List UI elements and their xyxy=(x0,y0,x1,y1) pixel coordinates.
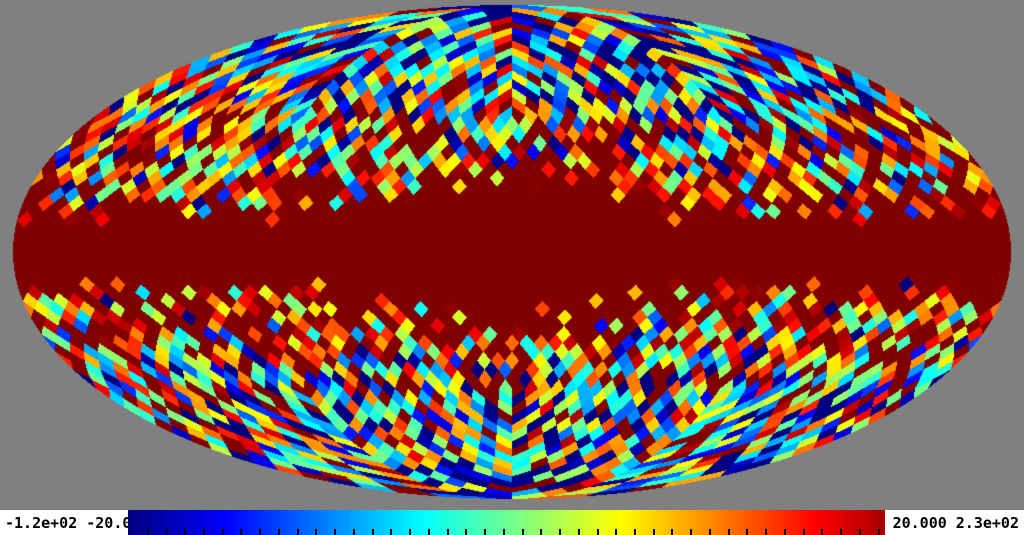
colorbar-max-label: 2.3e+02 xyxy=(955,513,1019,532)
colorbar-right-labels: 20.000 2.3e+02 xyxy=(884,510,1024,535)
mollweide-map-area xyxy=(0,0,1024,505)
colorbar-row: -1.2e+02 -20.000 20.000 2.3e+02 xyxy=(0,505,1024,535)
healpix-mollweide-map xyxy=(0,0,1024,505)
colorbar-gradient-canvas xyxy=(128,510,915,535)
colorbar-gradient xyxy=(128,510,915,535)
colorbar-high-label: 20.000 xyxy=(892,513,947,532)
colorbar-min-label: -1.2e+02 xyxy=(5,513,78,532)
